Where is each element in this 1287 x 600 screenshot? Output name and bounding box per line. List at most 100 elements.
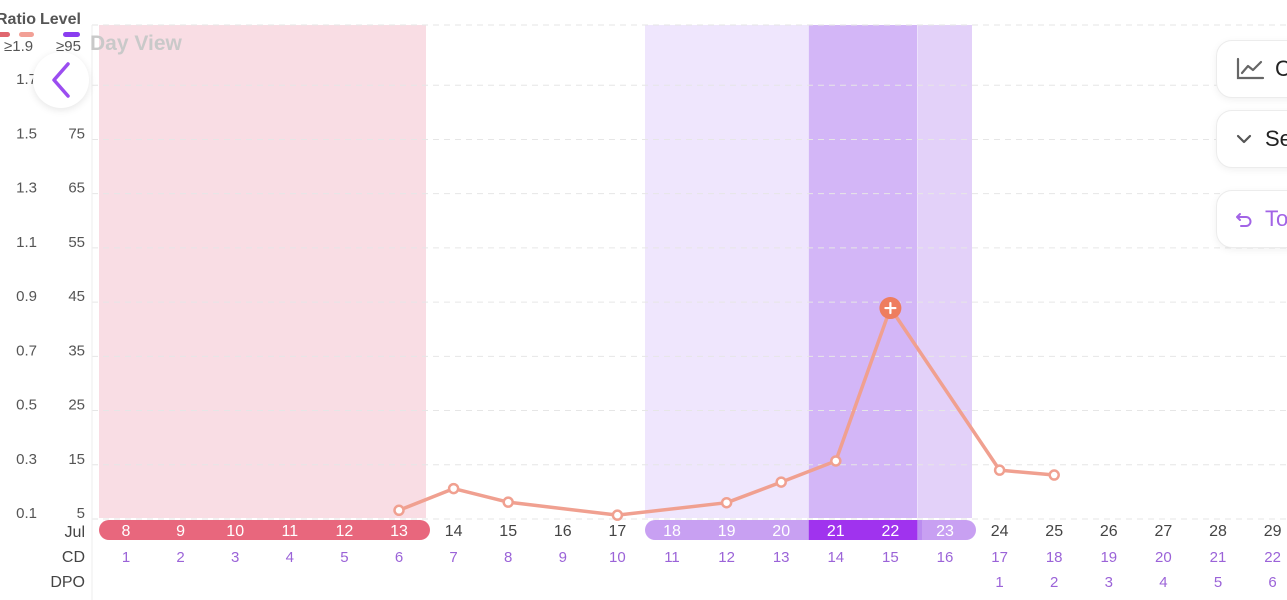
- data-point: [1048, 469, 1060, 481]
- peak-plus-icon: [884, 301, 897, 315]
- select-button[interactable]: Se: [1216, 110, 1287, 168]
- cd-value: 20: [1155, 549, 1172, 566]
- cd-value: 14: [827, 549, 844, 566]
- right-axis-tick: 35: [68, 342, 85, 359]
- chart-type-label: C: [1275, 56, 1287, 81]
- dpo-value: 1: [995, 574, 1003, 591]
- left-axis-tick: 0.9: [16, 288, 37, 305]
- dpo-value: 3: [1105, 574, 1113, 591]
- day-label: 17: [609, 523, 627, 540]
- back-button[interactable]: [33, 52, 89, 108]
- legend-ratio-title: Ratio: [0, 11, 36, 28]
- select-label: Se: [1265, 126, 1287, 151]
- data-point: [611, 509, 624, 521]
- day-label: 19: [718, 523, 736, 540]
- cd-value: 8: [504, 549, 512, 566]
- cd-value: 2: [176, 549, 184, 566]
- peak-pill: [808, 520, 918, 540]
- left-axis-tick: 1.5: [16, 125, 37, 142]
- right-axis-tick: 45: [68, 288, 85, 305]
- day-label: 16: [554, 523, 572, 540]
- cd-value: 9: [559, 549, 567, 566]
- day-label: 9: [176, 523, 185, 540]
- cd-label: CD: [62, 549, 85, 566]
- cd-value: 21: [1210, 549, 1227, 566]
- cd-value: 11: [664, 549, 680, 566]
- day-label: 25: [1045, 523, 1063, 540]
- dpo-value: 2: [1050, 574, 1058, 591]
- day-label: 10: [226, 523, 244, 540]
- dpo-value: 5: [1214, 574, 1222, 591]
- right-axis-tick: 5: [77, 505, 85, 522]
- cd-value: 15: [882, 549, 899, 566]
- legend-title: Ratio Level: [0, 11, 85, 29]
- dpo-value: 6: [1268, 574, 1276, 591]
- line-chart-icon: [1236, 57, 1265, 80]
- cd-value: 12: [718, 549, 735, 566]
- data-point: [502, 496, 514, 508]
- data-point: [775, 476, 787, 488]
- left-axis-tick: 0.1: [16, 505, 37, 522]
- data-point: [830, 455, 842, 467]
- legend-level-threshold: ≥95: [56, 38, 81, 55]
- day-label: 20: [772, 523, 790, 540]
- data-point: [720, 496, 733, 509]
- month-label: Jul: [65, 524, 85, 541]
- cd-value: 19: [1100, 549, 1117, 566]
- right-axis-tick: 55: [68, 234, 85, 251]
- cd-value: 1: [122, 549, 130, 566]
- day-view-title: Day View: [90, 32, 182, 55]
- dpo-value: 4: [1159, 574, 1167, 591]
- day-label: 11: [281, 523, 298, 540]
- legend-ratio-threshold: ≥1.9: [4, 38, 34, 55]
- right-axis-tick: 65: [68, 180, 85, 197]
- chevron-down-icon: [1236, 134, 1252, 144]
- left-axis-tick: 1.3: [16, 180, 37, 197]
- legend-ratio-salmon-chip: [19, 32, 34, 37]
- left-axis-tick: 0.3: [16, 451, 37, 468]
- day-label: 26: [1100, 523, 1118, 540]
- day-label: 15: [499, 523, 517, 540]
- cd-value: 18: [1046, 549, 1063, 566]
- legend-level-title: Level: [40, 11, 81, 28]
- cd-value: 16: [937, 549, 954, 566]
- right-axis-tick: 25: [68, 397, 85, 414]
- fertile-band-late: [918, 25, 972, 518]
- legend-level-chip: [63, 32, 80, 37]
- left-axis-tick: 0.5: [16, 397, 37, 414]
- period-band: [99, 25, 426, 518]
- cd-value: 4: [286, 549, 294, 566]
- day-label: 13: [390, 523, 408, 540]
- today-button[interactable]: To: [1216, 190, 1287, 248]
- cd-value: 3: [231, 549, 239, 566]
- cd-value: 13: [773, 549, 790, 566]
- cd-value: 10: [609, 549, 626, 566]
- left-axis-tick: 1.7: [16, 71, 37, 88]
- period-pill: [99, 520, 430, 540]
- day-label: 22: [882, 523, 900, 540]
- day-label: 21: [827, 523, 845, 540]
- day-label: 8: [122, 523, 131, 540]
- cd-value: 7: [449, 549, 457, 566]
- day-label: 14: [445, 523, 463, 540]
- left-axis-tick: 1.1: [16, 234, 37, 251]
- cd-value: 17: [991, 549, 1008, 566]
- day-label: 27: [1155, 523, 1173, 540]
- dpo-label: DPO: [50, 574, 85, 591]
- cd-value: 5: [340, 549, 348, 566]
- day-label: 28: [1209, 523, 1227, 540]
- day-label: 12: [336, 523, 354, 540]
- fertile-pill-late: [918, 520, 922, 540]
- fertile-band: [645, 25, 809, 518]
- left-axis-tick: 0.7: [16, 342, 37, 359]
- legend-ratio-red-chip: [0, 32, 10, 37]
- day-label: 24: [991, 523, 1009, 540]
- day-label: 29: [1264, 523, 1282, 540]
- data-point: [393, 504, 405, 517]
- data-point: [447, 482, 460, 495]
- chevron-left-icon: [52, 62, 70, 98]
- chart-type-button[interactable]: C: [1216, 40, 1287, 98]
- day-label: 18: [663, 523, 681, 540]
- right-axis-tick: 15: [68, 451, 85, 468]
